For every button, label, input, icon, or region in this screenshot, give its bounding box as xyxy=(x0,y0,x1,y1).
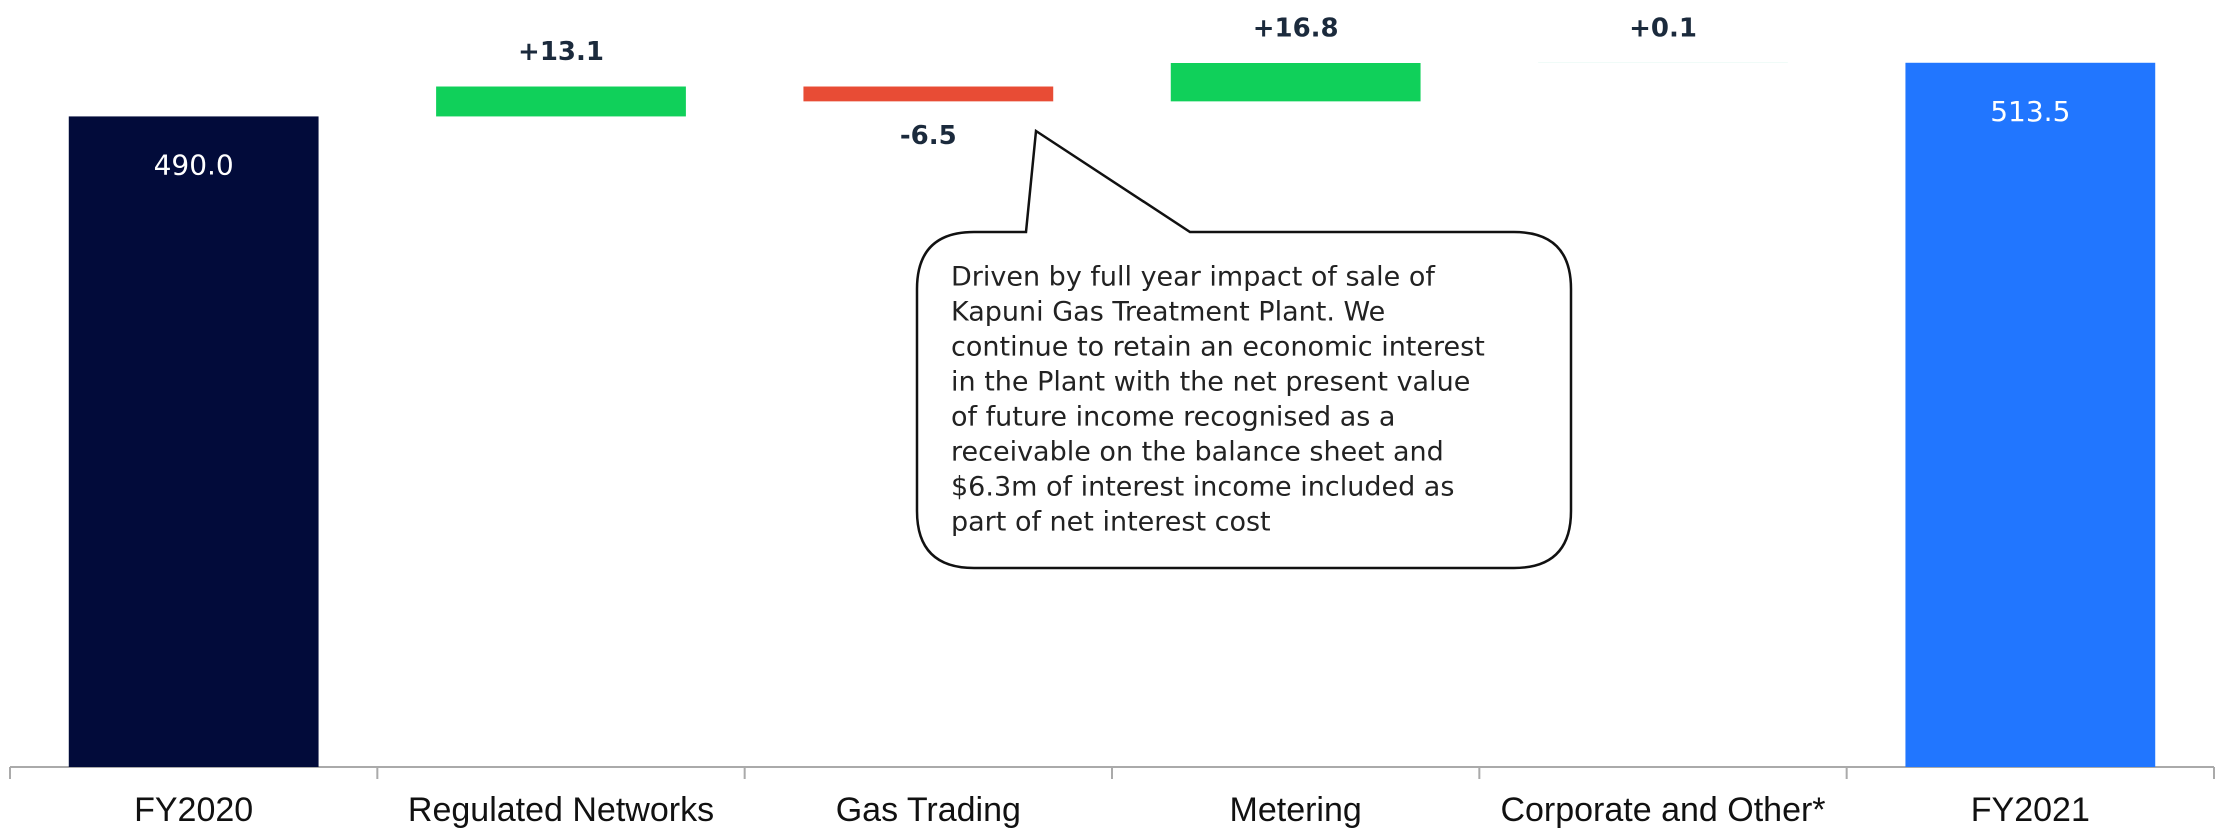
callout-text: of future income recognised as a xyxy=(951,402,1395,433)
x-tick-label: Metering xyxy=(1230,791,1362,829)
x-tick-label: FY2021 xyxy=(1971,791,2090,829)
callout-text: Kapuni Gas Treatment Plant. We xyxy=(951,297,1385,328)
x-tick-label: Corporate and Other* xyxy=(1500,791,1825,829)
callout-text: Driven by full year impact of sale of xyxy=(951,262,1436,293)
total-bar xyxy=(68,116,319,768)
callout xyxy=(915,128,1573,570)
data-label: +0.1 xyxy=(1629,13,1697,43)
x-tick-label: Regulated Networks xyxy=(408,791,714,829)
callout-text: $6.3m of interest income included as xyxy=(951,472,1454,503)
callout-text: receivable on the balance sheet and xyxy=(951,437,1444,468)
callout-text: in the Plant with the net present value xyxy=(951,367,1470,398)
callout-text: part of net interest cost xyxy=(951,507,1271,538)
x-tick-label: FY2020 xyxy=(134,791,253,829)
total-bar xyxy=(1905,62,2156,768)
data-label: 490.0 xyxy=(154,148,234,181)
increase-bar xyxy=(436,86,686,117)
data-label: +13.1 xyxy=(518,37,604,67)
data-label: -6.5 xyxy=(900,121,957,151)
callout-text: continue to retain an economic interest xyxy=(951,332,1485,363)
data-label: +16.8 xyxy=(1253,14,1339,44)
decrease-bar xyxy=(803,86,1054,102)
data-label: 513.5 xyxy=(1990,95,2070,128)
increase-bar xyxy=(1170,63,1421,102)
x-tick-label: Gas Trading xyxy=(836,791,1021,829)
